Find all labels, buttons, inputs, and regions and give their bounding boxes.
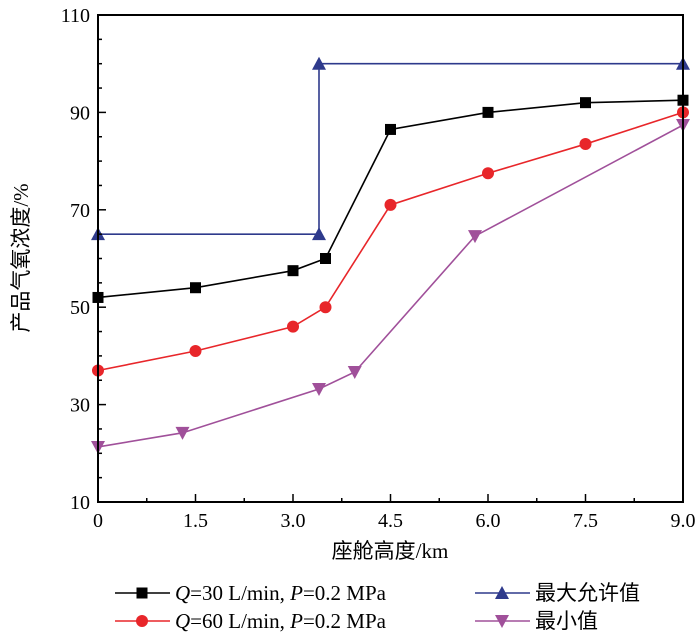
series-1: [92, 106, 689, 377]
triangle-up-marker: [495, 586, 509, 599]
y-tick-label: 10: [70, 492, 90, 514]
series-line: [97, 99, 684, 299]
x-tick-label: 9.0: [671, 510, 696, 532]
triangle-up-marker: [312, 56, 326, 70]
legend-label-part: P: [289, 581, 303, 605]
y-tick-label: 50: [70, 297, 90, 319]
legend-item-1: Q=60 L/min, P=0.2 MPa: [115, 609, 387, 633]
series-0: [92, 94, 689, 303]
circle-marker: [319, 301, 332, 314]
legend-item-3: 最小值: [475, 609, 598, 633]
square-marker: [287, 265, 299, 277]
legend-item-2: 最大允许值: [475, 581, 640, 605]
triangle-up-marker: [312, 227, 326, 241]
legend-label-part: Q: [175, 581, 190, 605]
square-marker: [190, 282, 201, 294]
triangle-down-marker: [468, 230, 482, 244]
series-line: [98, 62, 683, 235]
square-marker: [136, 587, 148, 599]
legend-label-part: =0.2 MPa: [303, 581, 387, 605]
x-tick-label: 4.5: [378, 510, 403, 532]
legend-label: 最大允许值: [535, 581, 640, 605]
y-tick-label: 110: [61, 5, 90, 27]
x-tick-label: 7.5: [573, 510, 598, 532]
legend-label-part: =60 L/min,: [190, 609, 290, 633]
square-marker: [385, 123, 396, 135]
x-tick-label: 3.0: [281, 510, 306, 532]
legend-label: Q=30 L/min, P=0.2 MPa: [175, 581, 387, 605]
x-tick-label: 6.0: [476, 510, 501, 532]
x-axis-label: 座舱高度/km: [332, 539, 449, 563]
legend-label-part: Q: [175, 609, 190, 633]
circle-marker: [482, 167, 494, 180]
x-tick-label: 1.5: [183, 510, 208, 532]
triangle-down-marker: [495, 615, 509, 628]
legend-label-part: =30 L/min,: [190, 581, 290, 605]
circle-marker: [136, 615, 148, 627]
legend-label: 最小值: [535, 609, 598, 633]
y-tick-label: 30: [70, 395, 90, 417]
y-tick-label: 70: [70, 200, 90, 222]
square-marker: [580, 97, 591, 109]
legend-item-0: Q=30 L/min, P=0.2 MPa: [115, 581, 387, 605]
circle-marker: [287, 320, 299, 333]
legend-label: Q=60 L/min, P=0.2 MPa: [175, 609, 387, 633]
series-2: [91, 56, 690, 241]
circle-marker: [384, 198, 397, 211]
series-line: [97, 111, 684, 372]
circle-marker: [189, 345, 202, 358]
legend-label-part: =0.2 MPa: [303, 609, 387, 633]
y-tick-label: 90: [70, 102, 90, 124]
triangle-down-marker: [175, 426, 190, 440]
y-axis-label: 产品气氧浓度/%: [9, 183, 33, 332]
circle-marker: [579, 138, 592, 151]
series-line: [97, 124, 684, 448]
square-marker: [482, 106, 494, 118]
square-marker: [320, 253, 331, 264]
legend-label-part: P: [289, 609, 303, 633]
x-tick-label: 0: [93, 510, 103, 532]
series-3: [91, 119, 690, 454]
triangle-down-marker: [347, 365, 362, 379]
triangle-down-marker: [312, 383, 326, 397]
